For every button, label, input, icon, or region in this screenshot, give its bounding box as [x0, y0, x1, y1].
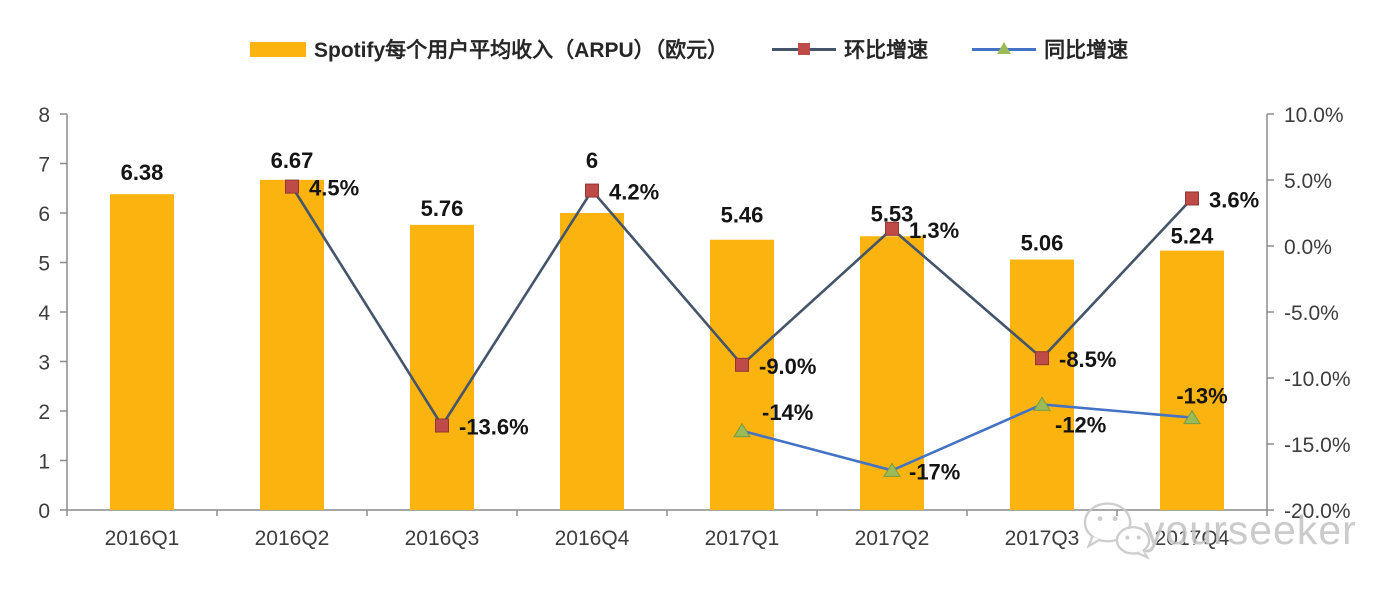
left-axis-tick-label: 7	[38, 154, 50, 177]
x-axis-category-label: 2017Q3	[1005, 527, 1080, 550]
qoq-point-label: -13.6%	[459, 415, 529, 440]
yoy-triangle-marker-icon	[1183, 409, 1201, 425]
bar-value-label: 6	[586, 148, 598, 173]
yoy-point-label: -13%	[1176, 384, 1227, 409]
left-axis-tick-label: 0	[38, 500, 50, 523]
x-axis-category-label: 2016Q3	[405, 527, 480, 550]
qoq-square-marker-icon	[585, 183, 599, 198]
qoq-square-marker-icon	[1185, 191, 1199, 206]
chart-legend: Spotify每个用户平均收入（ARPU）（欧元） 环比增速 同比增速	[250, 34, 1128, 64]
x-axis-category-label: 2017Q2	[855, 527, 930, 550]
qoq-square-marker-icon	[735, 357, 749, 372]
left-axis-tick-label: 3	[38, 352, 50, 375]
bar-value-label: 5.06	[1021, 231, 1064, 256]
x-axis-category-label: 2016Q4	[555, 527, 630, 550]
right-axis-tick-label: -10.0%	[1284, 368, 1351, 391]
arpu-bar	[110, 194, 174, 510]
yoy-point-label: -14%	[762, 400, 813, 425]
qoq-point-label: -8.5%	[1059, 347, 1116, 372]
bar-value-label: 6.38	[121, 160, 164, 185]
yoy-point-label: -12%	[1055, 412, 1106, 437]
legend-label-yoy: 同比增速	[1044, 39, 1129, 62]
qoq-point-label: 4.5%	[309, 176, 359, 201]
arpu-bar	[1160, 250, 1224, 510]
right-axis-tick-label: 0.0%	[1284, 236, 1332, 259]
bar-value-label: 6.67	[271, 148, 314, 173]
legend-label-qoq: 环比增速	[844, 39, 929, 62]
legend-label-arpu: Spotify每个用户平均收入（ARPU）（欧元）	[314, 39, 729, 62]
bar-value-label: 5.24	[1171, 224, 1215, 249]
legend-item-arpu: Spotify每个用户平均收入（ARPU）（欧元）	[250, 34, 728, 64]
right-axis-tick-label: 10.0%	[1284, 104, 1344, 127]
qoq-point-label: 1.3%	[909, 218, 959, 243]
right-axis-tick-label: -15.0%	[1284, 434, 1351, 457]
bar-series-swatch-icon	[250, 41, 306, 57]
left-axis-tick-label: 2	[38, 401, 50, 424]
right-axis-tick-label: -5.0%	[1284, 302, 1339, 325]
x-axis-category-label: 2017Q1	[705, 527, 780, 550]
qoq-square-marker-icon	[885, 221, 899, 236]
arpu-bar	[410, 224, 474, 510]
arpu-bar	[260, 179, 324, 510]
x-axis-category-label: 2017Q4	[1155, 527, 1230, 550]
yoy-triangle-marker-icon	[733, 422, 751, 438]
legend-item-qoq: 环比增速	[772, 34, 928, 64]
qoq-point-label: 4.2%	[609, 180, 659, 205]
bar-value-label: 5.46	[721, 203, 764, 228]
qoq-square-marker-icon	[435, 418, 449, 433]
qoq-point-label: 3.6%	[1209, 187, 1259, 212]
legend-item-yoy: 同比增速	[972, 34, 1128, 64]
qoq-square-marker-icon	[285, 179, 299, 194]
left-axis-tick-label: 4	[38, 302, 50, 325]
right-axis-tick-label: -20.0%	[1284, 500, 1351, 523]
arpu-bar	[560, 213, 624, 510]
qoq-point-label: -9.0%	[759, 354, 816, 379]
x-axis-category-label: 2016Q1	[105, 527, 180, 550]
left-axis-tick-label: 6	[38, 203, 50, 226]
left-axis-tick-label: 8	[38, 104, 50, 127]
arpu-bar	[1010, 259, 1074, 510]
left-axis-tick-label: 5	[38, 253, 50, 276]
yoy-line	[741, 403, 1193, 472]
bar-value-label: 5.76	[421, 196, 464, 221]
yoy-triangle-marker-icon	[1033, 396, 1051, 411]
line-square-swatch-icon	[772, 42, 837, 56]
right-axis-tick-label: 5.0%	[1284, 170, 1332, 193]
yoy-point-label: -17%	[909, 459, 960, 484]
yoy-triangle-marker-icon	[883, 462, 901, 477]
x-axis-category-label: 2016Q2	[255, 527, 330, 550]
qoq-square-marker-icon	[1035, 351, 1049, 366]
line-triangle-swatch-icon	[972, 42, 1037, 56]
arpu-bar	[710, 239, 774, 511]
left-axis-tick-label: 1	[38, 451, 50, 474]
bar-value-label: 5.53	[871, 201, 914, 226]
